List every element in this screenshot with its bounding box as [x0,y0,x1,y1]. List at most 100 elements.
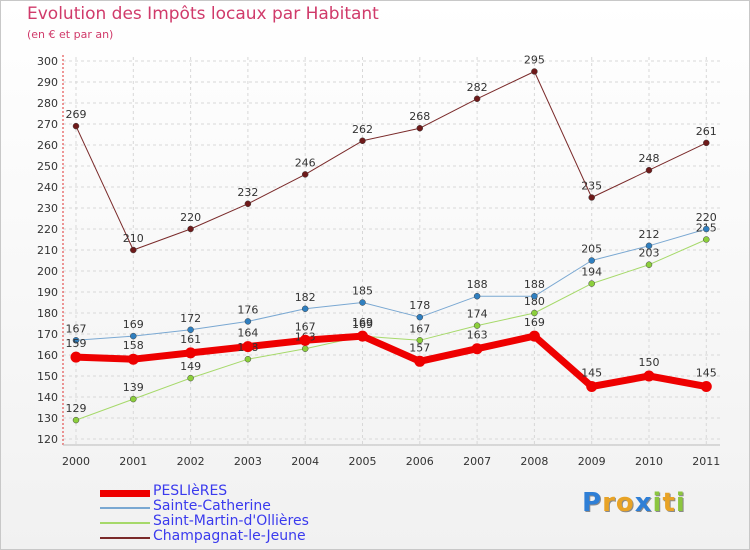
data-point [471,343,483,355]
data-label: 203 [639,247,660,260]
data-point [645,261,653,268]
x-tick-label: 2006 [406,455,434,468]
data-label: 150 [639,356,660,369]
data-point [242,341,254,353]
data-label: 188 [467,278,488,291]
data-point [70,351,82,363]
legend-swatch [100,522,150,524]
x-tick-label: 2002 [177,455,205,468]
data-point [416,313,424,321]
data-point [72,122,80,130]
chart-subtitle: (en € et par an) [27,28,114,41]
data-point [244,318,252,325]
x-tick-label: 2005 [349,455,377,468]
series-line-champagnat-le-jeune [75,71,707,251]
data-point [130,395,137,403]
legend-item: Sainte-Catherine [100,498,400,515]
data-label: 180 [524,295,545,308]
x-tick-label: 2007 [463,455,491,468]
data-point [72,416,80,424]
legend-item: Champagnat-le-Jeune [100,528,400,545]
data-label: 164 [237,327,258,340]
data-point [645,166,653,174]
data-label: 220 [180,211,201,224]
y-tick-label: 120 [37,433,58,446]
y-tick-label: 240 [37,181,58,194]
data-label: 295 [524,54,545,67]
logo-letter: i [675,488,686,518]
legend-label: Sainte-Catherine [153,498,271,514]
y-tick-label: 230 [37,202,58,215]
data-point [703,225,710,233]
y-tick-label: 190 [37,286,58,299]
data-label: 262 [352,123,373,136]
data-label: 145 [696,367,717,380]
legend-item: PESLIèRES [100,483,400,500]
data-label: 163 [467,329,488,342]
data-point [301,171,309,178]
x-tick-label: 2008 [520,455,548,468]
data-label: 176 [237,303,258,316]
logo-letter: r [602,488,616,518]
y-tick-label: 300 [37,55,58,68]
logo-letter: x [634,488,653,518]
logo-letter: t [662,488,676,518]
data-label: 169 [123,318,144,331]
data-label: 210 [123,232,144,245]
x-tick-label: 2004 [291,455,319,468]
data-point [359,137,366,145]
data-point [586,381,598,392]
data-point [531,292,538,300]
data-label: 194 [581,266,602,279]
data-label: 149 [180,360,201,373]
data-label: 185 [352,285,373,298]
y-tick-label: 160 [37,349,58,362]
y-tick-label: 290 [37,76,58,89]
data-point [416,124,424,132]
data-point [301,345,309,352]
data-label: 174 [467,308,488,321]
data-label: 167 [295,320,316,333]
y-tick-label: 270 [37,118,58,131]
data-label: 268 [409,110,430,123]
data-point [528,330,540,342]
data-label: 167 [66,322,87,335]
legend-label: Champagnat-le-Jeune [153,528,306,544]
data-point [244,355,252,363]
data-point [127,353,139,365]
legend-swatch [100,537,150,539]
data-point [588,257,595,264]
data-label: 178 [409,299,430,312]
y-tick-label: 140 [37,391,58,404]
data-label: 188 [524,278,545,291]
legend-label: PESLIèRES [153,483,228,499]
data-label: 169 [352,318,373,331]
data-label: 220 [696,211,717,224]
chart-title: Evolution des Impôts locaux par Habitant [27,4,379,24]
proxiti-logo: Proxiti [582,488,686,518]
y-tick-label: 170 [37,328,58,341]
data-label: 235 [581,180,602,193]
data-label: 157 [409,341,430,354]
data-point [473,322,481,329]
logo-letter: o [615,488,635,518]
y-tick-label: 210 [37,244,58,257]
data-point [531,309,538,317]
y-tick-label: 130 [37,412,58,425]
series-line-saint-martin-d-olli-res [75,239,707,421]
data-point [588,280,595,287]
data-label: 282 [467,81,488,94]
data-label: 161 [180,333,201,346]
data-point [187,225,194,233]
data-point [357,330,368,342]
data-label: 205 [581,243,602,256]
x-tick-label: 2001 [119,455,147,468]
data-point [473,95,481,103]
data-point [416,337,424,344]
data-point [185,347,197,359]
data-label: 261 [696,125,717,138]
data-point [359,299,366,306]
data-label: 145 [581,367,602,380]
